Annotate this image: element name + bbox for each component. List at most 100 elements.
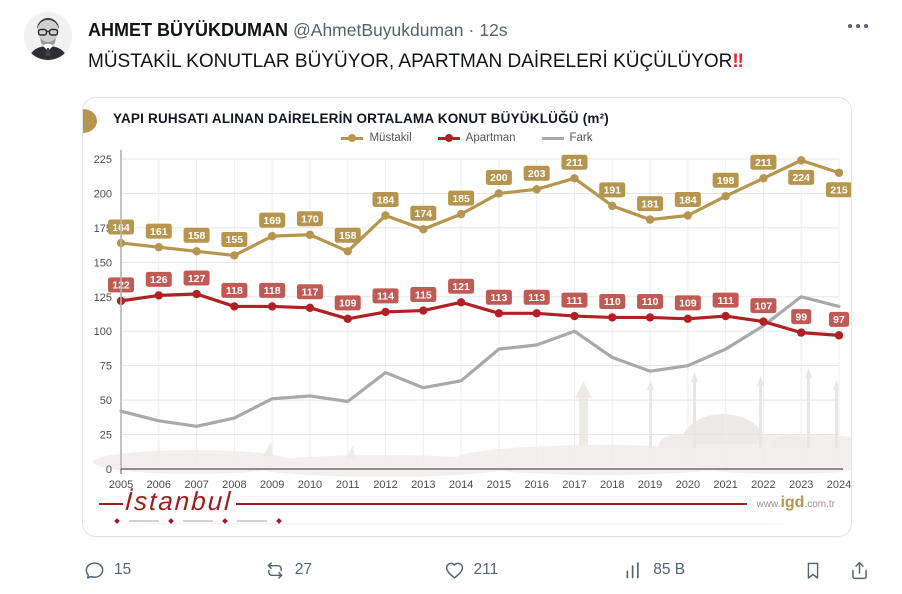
- y-axis-tick: 75: [100, 361, 112, 373]
- views-button[interactable]: 85 B: [623, 560, 685, 581]
- value-label-box: [334, 227, 361, 243]
- value-label: 211: [566, 157, 583, 169]
- data-point-apartman: [230, 302, 239, 311]
- value-label-box: [485, 169, 512, 185]
- value-label: 191: [603, 185, 621, 197]
- value-label: 110: [604, 296, 621, 308]
- value-label: 200: [490, 172, 508, 184]
- value-label-box: [674, 295, 701, 311]
- value-label: 113: [528, 292, 545, 304]
- like-count: 211: [473, 561, 499, 578]
- value-label: 170: [301, 214, 319, 226]
- chart-media-card[interactable]: 0255075100125150175200225164161158155169…: [82, 97, 852, 537]
- chart-footer: İstanbul www.igd.com.tr: [99, 486, 835, 528]
- timestamp[interactable]: 12s: [479, 20, 508, 40]
- data-point-apartman: [645, 313, 655, 322]
- value-label-box: [637, 196, 664, 212]
- value-label-box: [637, 293, 664, 309]
- value-label: 211: [755, 157, 772, 169]
- value-label-box: [599, 293, 626, 309]
- author-handle[interactable]: @AhmetBuyukduman: [293, 20, 464, 40]
- bar-chart-icon: [626, 561, 639, 578]
- reply-icon: [85, 561, 104, 579]
- value-label: 215: [830, 185, 848, 197]
- share-button[interactable]: [849, 560, 870, 581]
- value-label-box: [674, 191, 701, 207]
- data-point-müstakil: [721, 192, 730, 201]
- value-label-box: [599, 182, 626, 198]
- value-label-box: [561, 154, 588, 170]
- data-point-apartman: [154, 291, 163, 300]
- value-label-box: [372, 288, 399, 304]
- value-label: 117: [301, 287, 318, 299]
- value-label-box: [750, 298, 777, 314]
- repost-button[interactable]: 27: [264, 560, 312, 581]
- legend-item-fark: Fark: [541, 132, 593, 144]
- value-label-box: [523, 165, 550, 181]
- value-label-box: [448, 278, 475, 294]
- legend-label: Fark: [569, 132, 593, 144]
- data-point-apartman: [834, 331, 844, 340]
- value-label: 174: [415, 208, 433, 220]
- data-point-apartman: [381, 307, 390, 317]
- data-point-apartman: [532, 309, 541, 318]
- value-label-box: [296, 211, 323, 227]
- value-label: 109: [339, 298, 357, 310]
- tweet-header: AHMET BÜYÜKDUMAN @AhmetBuyukduman · 12s: [88, 20, 508, 41]
- legend-item-müstakil: Müstakil: [341, 132, 412, 144]
- value-label-box: [259, 282, 286, 298]
- data-point-müstakil: [759, 174, 768, 183]
- data-point-apartman: [494, 309, 504, 318]
- legend-label: Apartman: [465, 132, 516, 144]
- like-button[interactable]: 211: [444, 560, 499, 581]
- x-axis-tick-label: 2023: [789, 479, 813, 491]
- logo-line-right: [236, 503, 747, 505]
- value-label: 184: [377, 194, 395, 206]
- tweet-text: MÜSTAKİL KONUTLAR BÜYÜYOR, APARTMAN DAİR…: [88, 51, 745, 72]
- x-axis-tick-label: 2006: [147, 479, 171, 491]
- reply-button[interactable]: 15: [84, 560, 131, 581]
- data-point-müstakil: [230, 251, 239, 260]
- avatar[interactable]: [24, 12, 72, 60]
- x-axis-tick-label: 2009: [260, 479, 284, 491]
- x-axis-tick-label: 2014: [449, 479, 473, 491]
- author-name[interactable]: AHMET BÜYÜKDUMAN: [88, 20, 288, 40]
- y-axis-tick: 200: [94, 188, 112, 200]
- value-label: 97: [833, 314, 845, 326]
- data-point-apartman: [192, 289, 201, 299]
- data-point-müstakil: [305, 230, 315, 239]
- value-label: 111: [566, 295, 583, 307]
- y-axis-tick: 0: [106, 464, 112, 476]
- data-point-apartman: [683, 314, 693, 324]
- data-point-apartman: [305, 303, 315, 312]
- value-label: 121: [452, 281, 470, 293]
- chart-legend: Müstakil Apartman Fark: [83, 132, 851, 144]
- data-point-apartman: [343, 314, 352, 324]
- data-point-müstakil: [381, 211, 390, 220]
- bookmark-button[interactable]: [803, 560, 823, 581]
- x-axis-tick-label: 2012: [373, 479, 397, 491]
- ellipsis-icon: [848, 24, 852, 28]
- value-label-box: [712, 292, 739, 308]
- value-label-box: [448, 190, 475, 206]
- x-axis-tick-label: 2008: [222, 479, 246, 491]
- x-axis-tick-label: 2019: [638, 479, 662, 491]
- value-label: 118: [264, 285, 281, 297]
- data-point-apartman: [721, 311, 730, 321]
- series-line-müstakil: [119, 158, 841, 258]
- share-icon: [852, 561, 867, 579]
- value-label: 127: [188, 273, 206, 285]
- x-axis-tick-label: 2018: [600, 479, 624, 491]
- data-point-müstakil: [192, 247, 201, 256]
- x-axis-tick-label: 2007: [184, 479, 208, 491]
- y-axis-tick: 225: [94, 154, 112, 166]
- heart-icon: [445, 562, 463, 579]
- tweet-action-bar: 15 27 211 85 B: [84, 552, 870, 588]
- istanbul-logo: İstanbul: [124, 486, 233, 516]
- more-button[interactable]: [848, 24, 868, 28]
- value-label: 203: [528, 168, 546, 180]
- bookmark-icon: [807, 562, 819, 579]
- series-line-apartman: [119, 292, 841, 337]
- avatar-portrait-image: [24, 12, 72, 60]
